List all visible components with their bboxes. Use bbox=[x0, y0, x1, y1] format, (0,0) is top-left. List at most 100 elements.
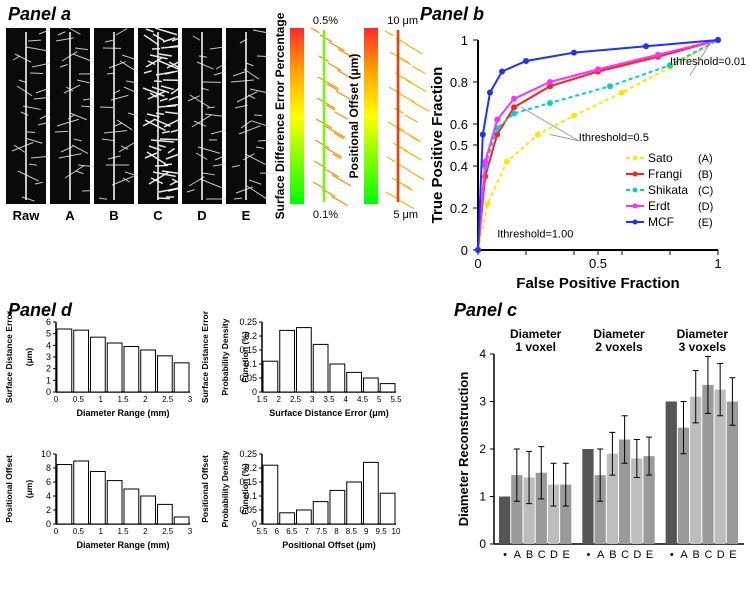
svg-text:Diameter: Diameter bbox=[677, 327, 729, 341]
panel-d-chart-2: 024681000.511.522.53Diameter Range (mm)P… bbox=[4, 449, 193, 550]
svg-text:Surface Distance Error (μm): Surface Distance Error (μm) bbox=[269, 408, 389, 418]
svg-text:1: 1 bbox=[714, 256, 721, 271]
svg-text:D: D bbox=[717, 549, 725, 561]
svg-text:3.5: 3.5 bbox=[323, 395, 335, 404]
panel-d-chart-0: 012345600.511.522.53Diameter Range (mm)S… bbox=[4, 310, 193, 418]
svg-text:Positional Offset: Positional Offset bbox=[4, 455, 14, 523]
svg-text:0.8: 0.8 bbox=[450, 75, 468, 90]
panel-a: RawABCDE0.5%Surface Difference Error Per… bbox=[6, 12, 429, 223]
panel-c-bar bbox=[499, 497, 510, 545]
svg-text:9: 9 bbox=[364, 527, 369, 536]
svg-text:(A): (A) bbox=[698, 153, 713, 165]
svg-text:D: D bbox=[550, 549, 558, 561]
svg-text:MCF: MCF bbox=[648, 215, 674, 229]
svg-text:2.5: 2.5 bbox=[162, 395, 174, 404]
svg-text:0.4: 0.4 bbox=[450, 159, 468, 174]
svg-text:•: • bbox=[503, 549, 507, 561]
svg-text:0.5: 0.5 bbox=[73, 527, 85, 536]
svg-text:8.5: 8.5 bbox=[346, 527, 358, 536]
svg-text:0.5%: 0.5% bbox=[313, 15, 338, 27]
svg-text:E: E bbox=[563, 549, 570, 561]
svg-text:0.6: 0.6 bbox=[450, 117, 468, 132]
svg-text:1: 1 bbox=[479, 490, 486, 504]
svg-text:•: • bbox=[587, 549, 591, 561]
svg-text:Diameter: Diameter bbox=[593, 327, 645, 341]
svg-text:5.5: 5.5 bbox=[390, 395, 402, 404]
svg-text:(D): (D) bbox=[698, 201, 713, 213]
panel-b-label: Panel b bbox=[420, 4, 484, 24]
svg-text:E: E bbox=[646, 549, 653, 561]
svg-text:Erdt: Erdt bbox=[648, 199, 671, 213]
thumb-label: D bbox=[197, 208, 206, 223]
svg-text:False Positive Fraction: False Positive Fraction bbox=[516, 275, 679, 292]
svg-text:0.1%: 0.1% bbox=[313, 209, 338, 221]
svg-text:0.5: 0.5 bbox=[73, 395, 85, 404]
svg-text:Diameter Reconstruction: Diameter Reconstruction bbox=[456, 372, 471, 527]
svg-text:10: 10 bbox=[41, 449, 51, 459]
svg-text:1.5: 1.5 bbox=[117, 395, 129, 404]
svg-text:1: 1 bbox=[461, 33, 468, 48]
svg-text:3: 3 bbox=[310, 395, 315, 404]
svg-text:0: 0 bbox=[46, 387, 51, 397]
svg-text:B: B bbox=[693, 549, 700, 561]
svg-text:3: 3 bbox=[479, 395, 486, 409]
svg-text:D: D bbox=[633, 549, 641, 561]
svg-text:Function (%): Function (%) bbox=[240, 331, 250, 383]
svg-text:C: C bbox=[538, 549, 546, 561]
svg-text:2: 2 bbox=[143, 395, 148, 404]
svg-text:0: 0 bbox=[479, 537, 486, 551]
svg-text:0: 0 bbox=[54, 395, 59, 404]
colorbar-surface-error bbox=[290, 28, 304, 204]
svg-text:Ithreshold=1.00: Ithreshold=1.00 bbox=[497, 228, 573, 240]
svg-text:2: 2 bbox=[479, 442, 486, 456]
svg-text:1: 1 bbox=[98, 527, 103, 536]
svg-text:4: 4 bbox=[46, 340, 51, 350]
svg-text:Ithreshold=0.5: Ithreshold=0.5 bbox=[579, 132, 649, 144]
svg-text:Ithreshold=0.01: Ithreshold=0.01 bbox=[670, 56, 746, 68]
svg-text:(E): (E) bbox=[698, 217, 713, 229]
svg-text:(C): (C) bbox=[698, 185, 713, 197]
svg-text:Diameter Range (mm): Diameter Range (mm) bbox=[76, 540, 169, 550]
svg-text:Frangi: Frangi bbox=[648, 167, 682, 181]
svg-text:Shikata: Shikata bbox=[648, 183, 688, 197]
svg-text:Positional Offset (μm): Positional Offset (μm) bbox=[282, 540, 376, 550]
svg-text:Surface Difference Error Perce: Surface Difference Error Percentage bbox=[273, 12, 287, 219]
svg-text:0.25: 0.25 bbox=[239, 317, 257, 327]
svg-text:True Positive Fraction: True Positive Fraction bbox=[429, 67, 446, 224]
svg-text:0.5: 0.5 bbox=[450, 138, 468, 153]
svg-text:1.5: 1.5 bbox=[256, 395, 268, 404]
svg-text:5: 5 bbox=[377, 395, 382, 404]
svg-text:6: 6 bbox=[46, 477, 51, 487]
thumb-label: C bbox=[153, 208, 163, 223]
panel-d-label: Panel d bbox=[8, 300, 73, 320]
svg-text:8: 8 bbox=[46, 463, 51, 473]
svg-text:2: 2 bbox=[46, 505, 51, 515]
svg-text:Positional Offset: Positional Offset bbox=[200, 455, 210, 523]
svg-text:2.5: 2.5 bbox=[162, 527, 174, 536]
svg-text:1: 1 bbox=[98, 395, 103, 404]
svg-text:Function (%): Function (%) bbox=[240, 463, 250, 515]
panel-c-bar bbox=[666, 402, 677, 545]
svg-text:Probability Density: Probability Density bbox=[220, 450, 230, 527]
svg-text:0.25: 0.25 bbox=[239, 449, 257, 459]
svg-text:0: 0 bbox=[46, 519, 51, 529]
panel-c: 01234Diameter ReconstructionDiameter1 vo… bbox=[456, 327, 744, 561]
thumb-label: B bbox=[109, 208, 118, 223]
svg-text:Positional Offset (μm): Positional Offset (μm) bbox=[347, 54, 361, 179]
panel-d: 0 1 2 3 4 5 6 0 0.5 1 1.5 2 2.5 3 Diameter Range (mm) S… bbox=[4, 310, 402, 550]
svg-text:Surface Distance Error: Surface Distance Error bbox=[4, 310, 14, 403]
svg-text:5.5: 5.5 bbox=[256, 527, 268, 536]
svg-text:A: A bbox=[597, 549, 605, 561]
thumb-label: Raw bbox=[13, 208, 41, 223]
svg-text:6.5: 6.5 bbox=[286, 527, 298, 536]
svg-text:7: 7 bbox=[304, 527, 309, 536]
panel-c-label: Panel c bbox=[454, 300, 517, 320]
svg-text:1 voxel: 1 voxel bbox=[515, 340, 556, 354]
svg-text:4.5: 4.5 bbox=[357, 395, 369, 404]
svg-text:6: 6 bbox=[46, 317, 51, 327]
svg-text:Diameter: Diameter bbox=[510, 327, 562, 341]
svg-text:B: B bbox=[609, 549, 616, 561]
svg-text:6: 6 bbox=[275, 527, 280, 536]
svg-text:Surface Distance Error: Surface Distance Error bbox=[200, 310, 210, 403]
svg-text:3: 3 bbox=[46, 352, 51, 362]
